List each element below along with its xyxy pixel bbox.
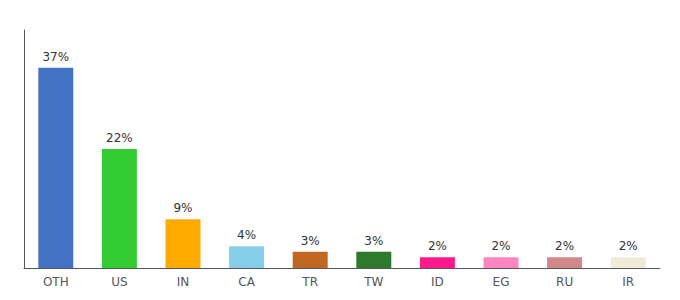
- svg-text:4%: 4%: [237, 228, 256, 242]
- svg-text:ID: ID: [431, 275, 444, 289]
- svg-text:3%: 3%: [364, 234, 383, 248]
- svg-text:US: US: [111, 275, 127, 289]
- svg-text:RU: RU: [556, 275, 573, 289]
- svg-text:IN: IN: [177, 275, 190, 289]
- svg-text:22%: 22%: [106, 131, 133, 145]
- svg-text:TW: TW: [363, 275, 383, 289]
- svg-text:2%: 2%: [491, 239, 510, 253]
- svg-text:37%: 37%: [42, 50, 69, 64]
- svg-text:2%: 2%: [619, 239, 638, 253]
- svg-text:3%: 3%: [301, 234, 320, 248]
- svg-text:TR: TR: [301, 275, 318, 289]
- svg-text:2%: 2%: [555, 239, 574, 253]
- svg-text:EG: EG: [493, 275, 510, 289]
- svg-text:9%: 9%: [173, 201, 192, 215]
- svg-text:IR: IR: [622, 275, 634, 289]
- svg-text:OTH: OTH: [43, 275, 69, 289]
- svg-text:2%: 2%: [428, 239, 447, 253]
- svg-text:CA: CA: [238, 275, 255, 289]
